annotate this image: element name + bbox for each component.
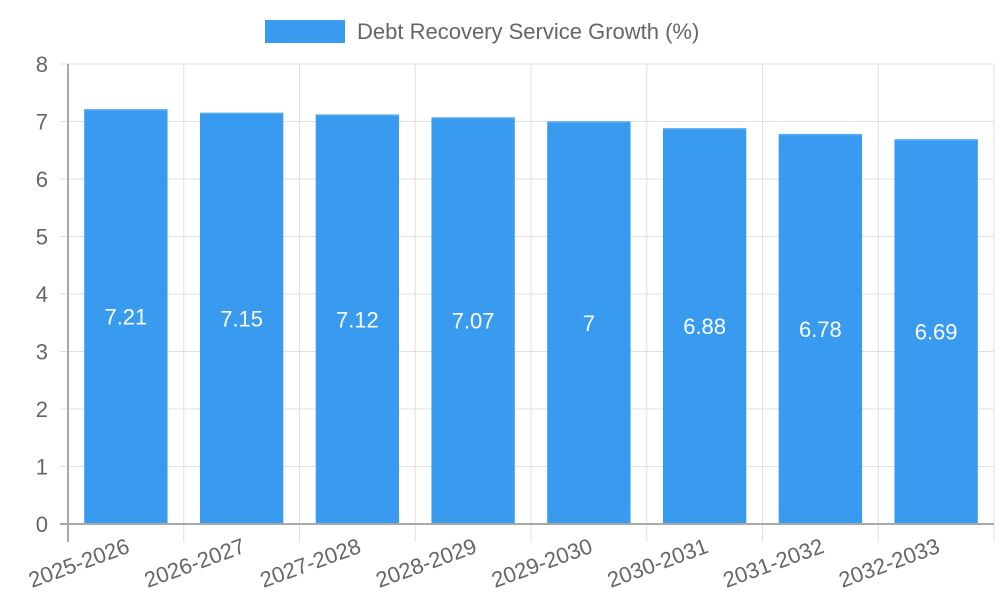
bar[interactable]: [199, 112, 284, 524]
bar-value-label: 7.07: [452, 309, 495, 334]
bar[interactable]: [84, 109, 168, 525]
axes: [60, 64, 994, 542]
bar-value-label: 6.78: [799, 317, 842, 342]
x-tick-label: 2030-2031: [604, 533, 711, 592]
x-tick-label: 2028-2029: [372, 533, 479, 592]
bar[interactable]: [431, 117, 515, 524]
bar-value-label: 6.88: [683, 314, 726, 339]
bar-series: [84, 109, 978, 525]
bar[interactable]: [315, 114, 400, 524]
x-tick-label: 2026-2027: [141, 533, 248, 592]
chart-legend[interactable]: Debt Recovery Service Growth (%): [265, 19, 699, 44]
bar-value-label: 7.21: [104, 305, 147, 330]
x-tick-label: 2032-2033: [835, 533, 942, 592]
y-tick-label: 6: [36, 167, 48, 192]
data-labels: 7.21 7.15 7.12 7.07 7 6.88 6.78 6.69: [104, 305, 957, 345]
y-tick-label: 2: [36, 397, 48, 422]
bar[interactable]: [547, 121, 631, 525]
y-tick-label: 5: [36, 225, 48, 250]
bar-value-label: 7: [583, 311, 595, 336]
bar-value-label: 6.69: [915, 320, 958, 345]
x-tick-label: 2025-2026: [25, 533, 132, 592]
y-tick-label: 3: [36, 340, 48, 365]
x-tick-label: 2027-2028: [257, 533, 364, 592]
y-tick-label: 4: [36, 282, 48, 307]
y-axis-ticks: 0 1 2 3 4 5 6 7 8: [36, 52, 48, 537]
legend-swatch[interactable]: [265, 20, 345, 43]
x-axis-ticks: 2025-2026 2026-2027 2027-2028 2028-2029 2029…: [25, 533, 943, 592]
bar[interactable]: [662, 128, 747, 524]
y-tick-label: 8: [36, 52, 48, 77]
x-tick-label: 2031-2032: [720, 533, 827, 592]
x-tick-label: 2029-2030: [488, 533, 595, 592]
legend-label[interactable]: Debt Recovery Service Growth (%): [357, 19, 699, 44]
bar[interactable]: [778, 134, 863, 524]
y-tick-label: 1: [36, 455, 48, 480]
y-tick-label: 7: [36, 110, 48, 135]
bar[interactable]: [894, 139, 978, 524]
y-tick-label: 0: [36, 512, 48, 537]
bar-value-label: 7.12: [336, 307, 379, 332]
bar-value-label: 7.15: [220, 306, 263, 331]
